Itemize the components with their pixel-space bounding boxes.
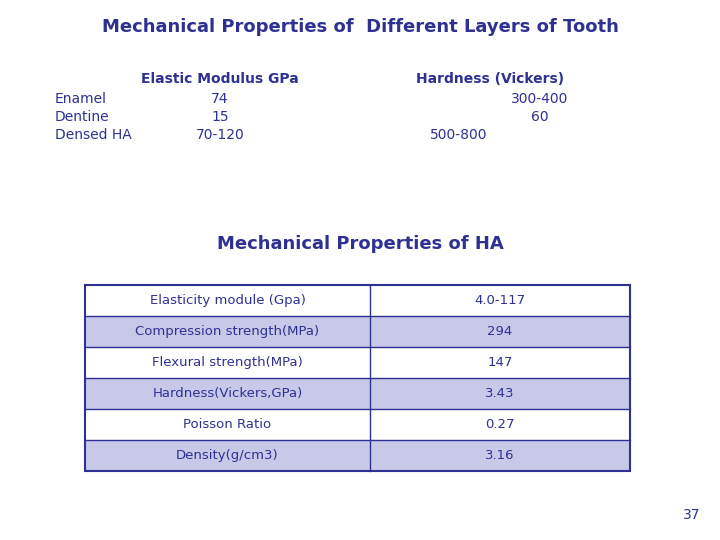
- Text: Elastic Modulus GPa: Elastic Modulus GPa: [141, 72, 299, 86]
- Text: Hardness (Vickers): Hardness (Vickers): [416, 72, 564, 86]
- Text: Mechanical Properties of  Different Layers of Tooth: Mechanical Properties of Different Layer…: [102, 18, 618, 36]
- Text: 3.43: 3.43: [485, 387, 515, 400]
- Bar: [85, 285, 630, 316]
- Text: Compression strength(MPa): Compression strength(MPa): [135, 325, 320, 338]
- Text: Dentine: Dentine: [55, 110, 109, 124]
- Text: 0.27: 0.27: [485, 418, 515, 431]
- Text: 300-400: 300-400: [511, 92, 569, 106]
- Bar: [85, 347, 630, 378]
- Text: 500-800: 500-800: [430, 128, 487, 142]
- Text: 60: 60: [531, 110, 549, 124]
- Text: Mechanical Properties of HA: Mechanical Properties of HA: [217, 235, 503, 253]
- Text: Enamel: Enamel: [55, 92, 107, 106]
- Bar: [85, 285, 630, 471]
- Text: 3.16: 3.16: [485, 449, 515, 462]
- Text: 4.0-117: 4.0-117: [474, 294, 526, 307]
- Bar: [85, 316, 630, 347]
- Bar: [85, 440, 630, 471]
- Bar: [85, 409, 630, 440]
- Text: 15: 15: [211, 110, 229, 124]
- Text: 37: 37: [683, 508, 700, 522]
- Text: Poisson Ratio: Poisson Ratio: [184, 418, 271, 431]
- Text: Flexural strength(MPa): Flexural strength(MPa): [152, 356, 303, 369]
- Bar: [85, 378, 630, 409]
- Text: 294: 294: [487, 325, 513, 338]
- Text: Hardness(Vickers,GPa): Hardness(Vickers,GPa): [153, 387, 302, 400]
- Text: Elasticity module (Gpa): Elasticity module (Gpa): [150, 294, 305, 307]
- Text: 147: 147: [487, 356, 513, 369]
- Text: 70-120: 70-120: [196, 128, 244, 142]
- Text: Density(g/cm3): Density(g/cm3): [176, 449, 279, 462]
- Text: 74: 74: [211, 92, 229, 106]
- Text: Densed HA: Densed HA: [55, 128, 132, 142]
